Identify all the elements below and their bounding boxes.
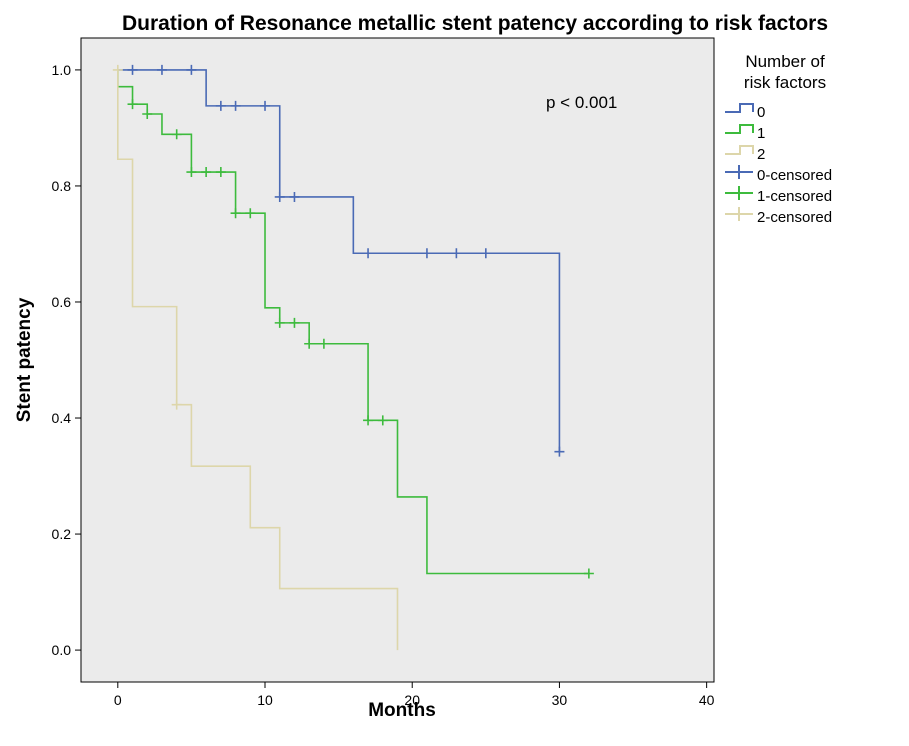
censor-mark-1: [201, 167, 212, 178]
censor-mark-1: [377, 415, 388, 426]
legend-label: 2-censored: [757, 209, 832, 226]
axes: 0 10 20 30 40 0.0 0.2 0.4 0.6 0.8 1.0: [52, 62, 715, 708]
censor-mark-1: [142, 109, 153, 120]
x-tick-label: 40: [699, 692, 715, 708]
x-tick-label: 20: [404, 692, 420, 708]
legend: Number of risk factors 0 1 2 0-censored 1-cens…: [725, 52, 832, 226]
censor-mark-0: [127, 64, 138, 75]
censor-mark-0: [451, 248, 462, 259]
y-axis-label: Stent patency: [14, 297, 35, 422]
series-layer: [112, 64, 594, 651]
censor-mark-0: [421, 248, 432, 259]
legend-line-swatch: [725, 145, 754, 155]
y-tick-label: 0.4: [52, 410, 72, 426]
legend-label: 0: [757, 104, 765, 121]
legend-line-swatch: [725, 103, 754, 113]
legend-censor-swatch: [725, 186, 753, 200]
legend-label: 2: [757, 146, 765, 163]
censor-mark-0: [363, 248, 374, 259]
legend-label: 1-censored: [757, 188, 832, 205]
censor-mark-2: [171, 399, 182, 410]
censor-mark-1: [215, 167, 226, 178]
censor-mark-0: [156, 64, 167, 75]
legend-title: risk factors: [744, 73, 826, 92]
y-tick-label: 0.6: [52, 294, 72, 310]
chart-title: Duration of Resonance metallic stent pat…: [122, 12, 828, 35]
censor-mark-0: [215, 100, 226, 111]
censor-mark-0: [480, 248, 491, 259]
y-tick-label: 0.8: [52, 178, 72, 194]
y-tick-label: 1.0: [52, 62, 72, 78]
censor-mark-0: [260, 100, 271, 111]
censor-mark-0: [274, 191, 285, 202]
legend-censor-swatch: [725, 165, 753, 179]
x-axis-label: Months: [368, 700, 436, 721]
legend-censor-swatch: [725, 207, 753, 221]
x-tick-label: 10: [257, 692, 273, 708]
x-tick-label: 30: [552, 692, 568, 708]
censor-mark-1: [363, 415, 374, 426]
censor-mark-0: [554, 446, 565, 457]
y-tick-label: 0.2: [52, 526, 72, 542]
censor-mark-1: [274, 317, 285, 328]
censor-mark-0: [186, 64, 197, 75]
legend-line-swatch: [725, 124, 754, 134]
km-curve-2: [117, 69, 399, 651]
legend-label: 0-censored: [757, 167, 832, 184]
p-value-annotation: p < 0.001: [546, 93, 617, 112]
plot-area: [80, 37, 715, 683]
censor-mark-1: [318, 338, 329, 349]
km-curve-1: [117, 69, 589, 575]
y-tick-label: 0.0: [52, 642, 72, 658]
censor-mark-1: [171, 129, 182, 140]
censor-mark-1: [245, 208, 256, 219]
censor-mark-1: [127, 99, 138, 110]
censor-mark-0: [230, 100, 241, 111]
censor-mark-0: [289, 191, 300, 202]
legend-title: Number of: [745, 52, 825, 71]
censor-mark-1: [583, 568, 594, 579]
censor-mark-1: [230, 208, 241, 219]
censor-mark-1: [289, 317, 300, 328]
censor-mark-2: [112, 64, 123, 75]
x-tick-label: 0: [114, 692, 122, 708]
legend-label: 1: [757, 125, 765, 142]
censor-mark-1: [186, 167, 197, 178]
censor-mark-1: [304, 338, 315, 349]
